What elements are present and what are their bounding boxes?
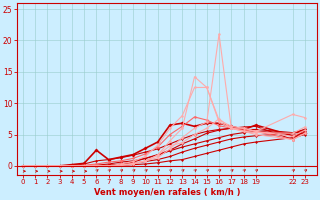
X-axis label: Vent moyen/en rafales ( km/h ): Vent moyen/en rafales ( km/h ) xyxy=(94,188,240,197)
